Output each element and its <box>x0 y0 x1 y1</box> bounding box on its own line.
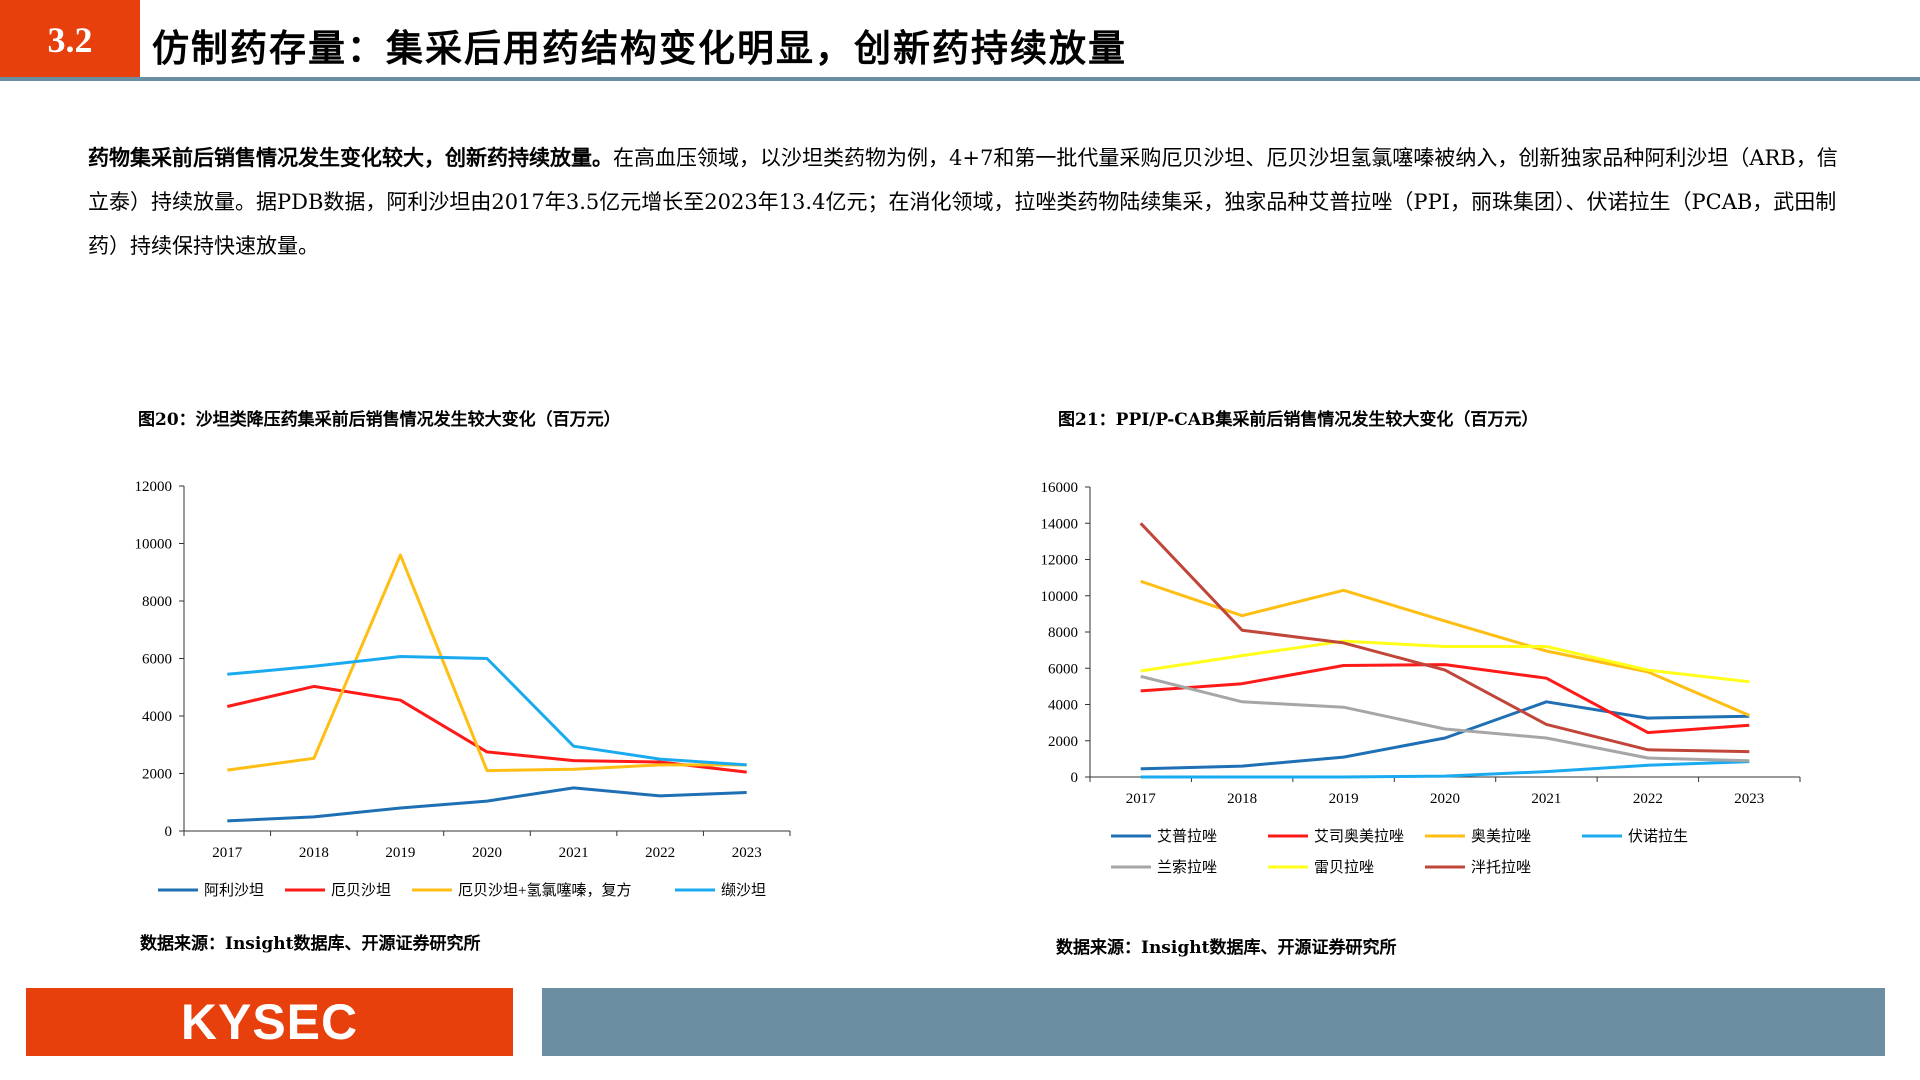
x-tick-label: 2018 <box>299 845 329 861</box>
footer-bar <box>542 988 1885 1056</box>
x-tick-label: 2023 <box>1734 791 1764 807</box>
y-tick-label: 12000 <box>1041 553 1079 569</box>
y-tick-label: 10000 <box>1041 589 1079 605</box>
kysec-logo: KYSEC <box>26 988 513 1056</box>
legend-label: 泮托拉唑 <box>1471 859 1531 876</box>
y-tick-label: 10000 <box>135 537 173 553</box>
legend-label: 兰索拉唑 <box>1157 859 1217 876</box>
y-tick-label: 4000 <box>142 709 172 725</box>
series-line-6 <box>1139 522 1750 754</box>
intro-body: 在高血压领域，以沙坦类药物为例，4+7和第一批代量采购厄贝沙坦、厄贝沙坦氢氯噻嗪… <box>88 146 1838 258</box>
series-line-1 <box>1140 663 1750 735</box>
legend-label: 雷贝拉唑 <box>1314 859 1374 876</box>
legend-label: 厄贝沙坦 <box>331 882 391 899</box>
x-tick-label: 2017 <box>1126 791 1157 807</box>
x-tick-label: 2022 <box>645 845 675 861</box>
x-tick-label: 2018 <box>1227 791 1257 807</box>
legend-label: 阿利沙坦 <box>204 882 264 899</box>
figure-20-source: 数据来源：Insight数据库、开源证券研究所 <box>140 934 481 954</box>
x-tick-label: 2020 <box>472 845 502 861</box>
legend-label: 艾司奥美拉唑 <box>1314 828 1404 845</box>
intro-lead: 药物集采前后销售情况发生变化较大，创新药持续放量。 <box>88 145 613 170</box>
y-tick-label: 6000 <box>142 652 172 668</box>
y-tick-label: 2000 <box>1048 734 1078 750</box>
y-tick-label: 12000 <box>135 479 173 495</box>
y-tick-label: 16000 <box>1041 480 1079 496</box>
page-title: 仿制药存量：集采后用药结构变化明显，创新药持续放量 <box>152 26 1127 70</box>
x-tick-label: 2019 <box>1329 791 1359 807</box>
y-tick-label: 2000 <box>142 767 172 783</box>
figure-20-title: 图20：沙坦类降压药集采前后销售情况发生较大变化（百万元） <box>138 410 621 430</box>
x-tick-label: 2017 <box>212 845 243 861</box>
series-line-5 <box>1140 639 1750 684</box>
y-tick-label: 0 <box>165 824 173 840</box>
series-line-3 <box>227 655 747 767</box>
x-tick-label: 2021 <box>559 845 589 861</box>
y-tick-label: 4000 <box>1048 698 1078 714</box>
x-tick-label: 2021 <box>1531 791 1561 807</box>
header-divider <box>0 77 1920 81</box>
figure-21-chart: 0 2000 4000 6000 8000 10000 12000 14000 16000 201… <box>1041 480 1801 876</box>
x-tick-label: 2023 <box>732 845 762 861</box>
y-tick-label: 8000 <box>142 594 172 610</box>
legend-label: 艾普拉唑 <box>1157 828 1217 845</box>
figure-21-title: 图21：PPI/P-CAB集采前后销售情况发生较大变化（百万元） <box>1058 410 1539 430</box>
intro-paragraph: 药物集采前后销售情况发生变化较大，创新药持续放量。在高血压领域，以沙坦类药物为例… <box>88 136 1838 268</box>
x-tick-label: 2020 <box>1430 791 1460 807</box>
y-tick-label: 8000 <box>1048 625 1078 641</box>
series-line-0 <box>227 786 747 823</box>
series-line-1 <box>226 684 747 774</box>
y-tick-label: 6000 <box>1048 661 1078 677</box>
figure-20-chart: 0 2000 4000 6000 8000 10000 12000 2017 2018 2019 2… <box>135 479 791 899</box>
series-line-4 <box>1140 674 1750 763</box>
x-tick-label: 2019 <box>385 845 415 861</box>
section-number: 3.2 <box>0 0 140 80</box>
y-tick-label: 14000 <box>1041 516 1079 532</box>
series-line-2 <box>1140 579 1750 717</box>
legend-label: 伏诺拉生 <box>1628 828 1688 845</box>
legend-label: 缬沙坦 <box>721 882 766 899</box>
series-line-0 <box>1140 700 1750 771</box>
y-tick-label: 0 <box>1071 770 1079 786</box>
legend-label: 厄贝沙坦+氢氯噻嗪，复方 <box>458 881 631 899</box>
legend-label: 奥美拉唑 <box>1471 828 1531 845</box>
figure-21-source: 数据来源：Insight数据库、开源证券研究所 <box>1056 938 1397 958</box>
series-line-2 <box>227 553 747 773</box>
x-tick-label: 2022 <box>1633 791 1663 807</box>
series-line-3 <box>1140 760 1750 779</box>
